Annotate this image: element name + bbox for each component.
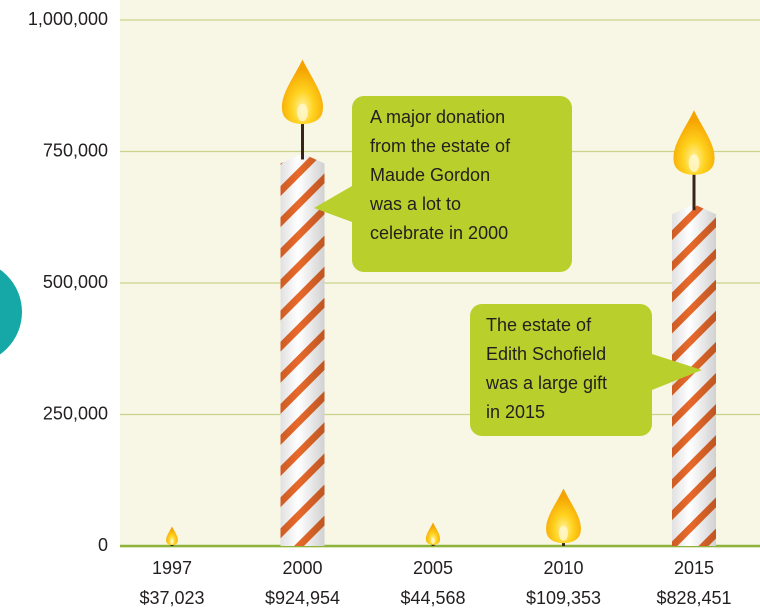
decoration xyxy=(0,260,22,364)
flame-core xyxy=(559,526,568,541)
callout-text: Edith Schofield xyxy=(486,344,606,364)
value-label: $37,023 xyxy=(139,588,204,608)
x-tick-label: 2015 xyxy=(674,558,714,578)
flame-core xyxy=(689,154,700,172)
value-label: $828,451 xyxy=(656,588,731,608)
flame-core xyxy=(297,104,308,122)
callout-text: A major donation xyxy=(370,107,505,127)
y-tick-label: 750,000 xyxy=(43,140,108,160)
candle-shade xyxy=(281,153,325,546)
flame-core xyxy=(431,538,435,544)
callout-text: Maude Gordon xyxy=(370,165,490,185)
callout-text: from the estate of xyxy=(370,136,511,156)
y-tick-label: 1,000,000 xyxy=(28,9,108,29)
y-tick-label: 250,000 xyxy=(43,403,108,423)
x-tick-label: 2000 xyxy=(282,558,322,578)
callout-text: in 2015 xyxy=(486,402,545,422)
x-tick-label: 2005 xyxy=(413,558,453,578)
y-tick-label: 0 xyxy=(98,535,108,555)
plot-background xyxy=(120,0,760,548)
callout-text: The estate of xyxy=(486,315,592,335)
value-label: $109,353 xyxy=(526,588,601,608)
y-tick-label: 500,000 xyxy=(43,272,108,292)
value-label: $44,568 xyxy=(400,588,465,608)
x-tick-label: 1997 xyxy=(152,558,192,578)
flame-core xyxy=(170,539,173,544)
callout-text: celebrate in 2000 xyxy=(370,223,508,243)
x-tick-label: 2010 xyxy=(543,558,583,578)
chart: A major donation from the estate of Maude … xyxy=(0,0,760,616)
value-label: $924,954 xyxy=(265,588,340,608)
callout-text: was a large gift xyxy=(485,373,607,393)
callout-text: was a lot to xyxy=(369,194,461,214)
